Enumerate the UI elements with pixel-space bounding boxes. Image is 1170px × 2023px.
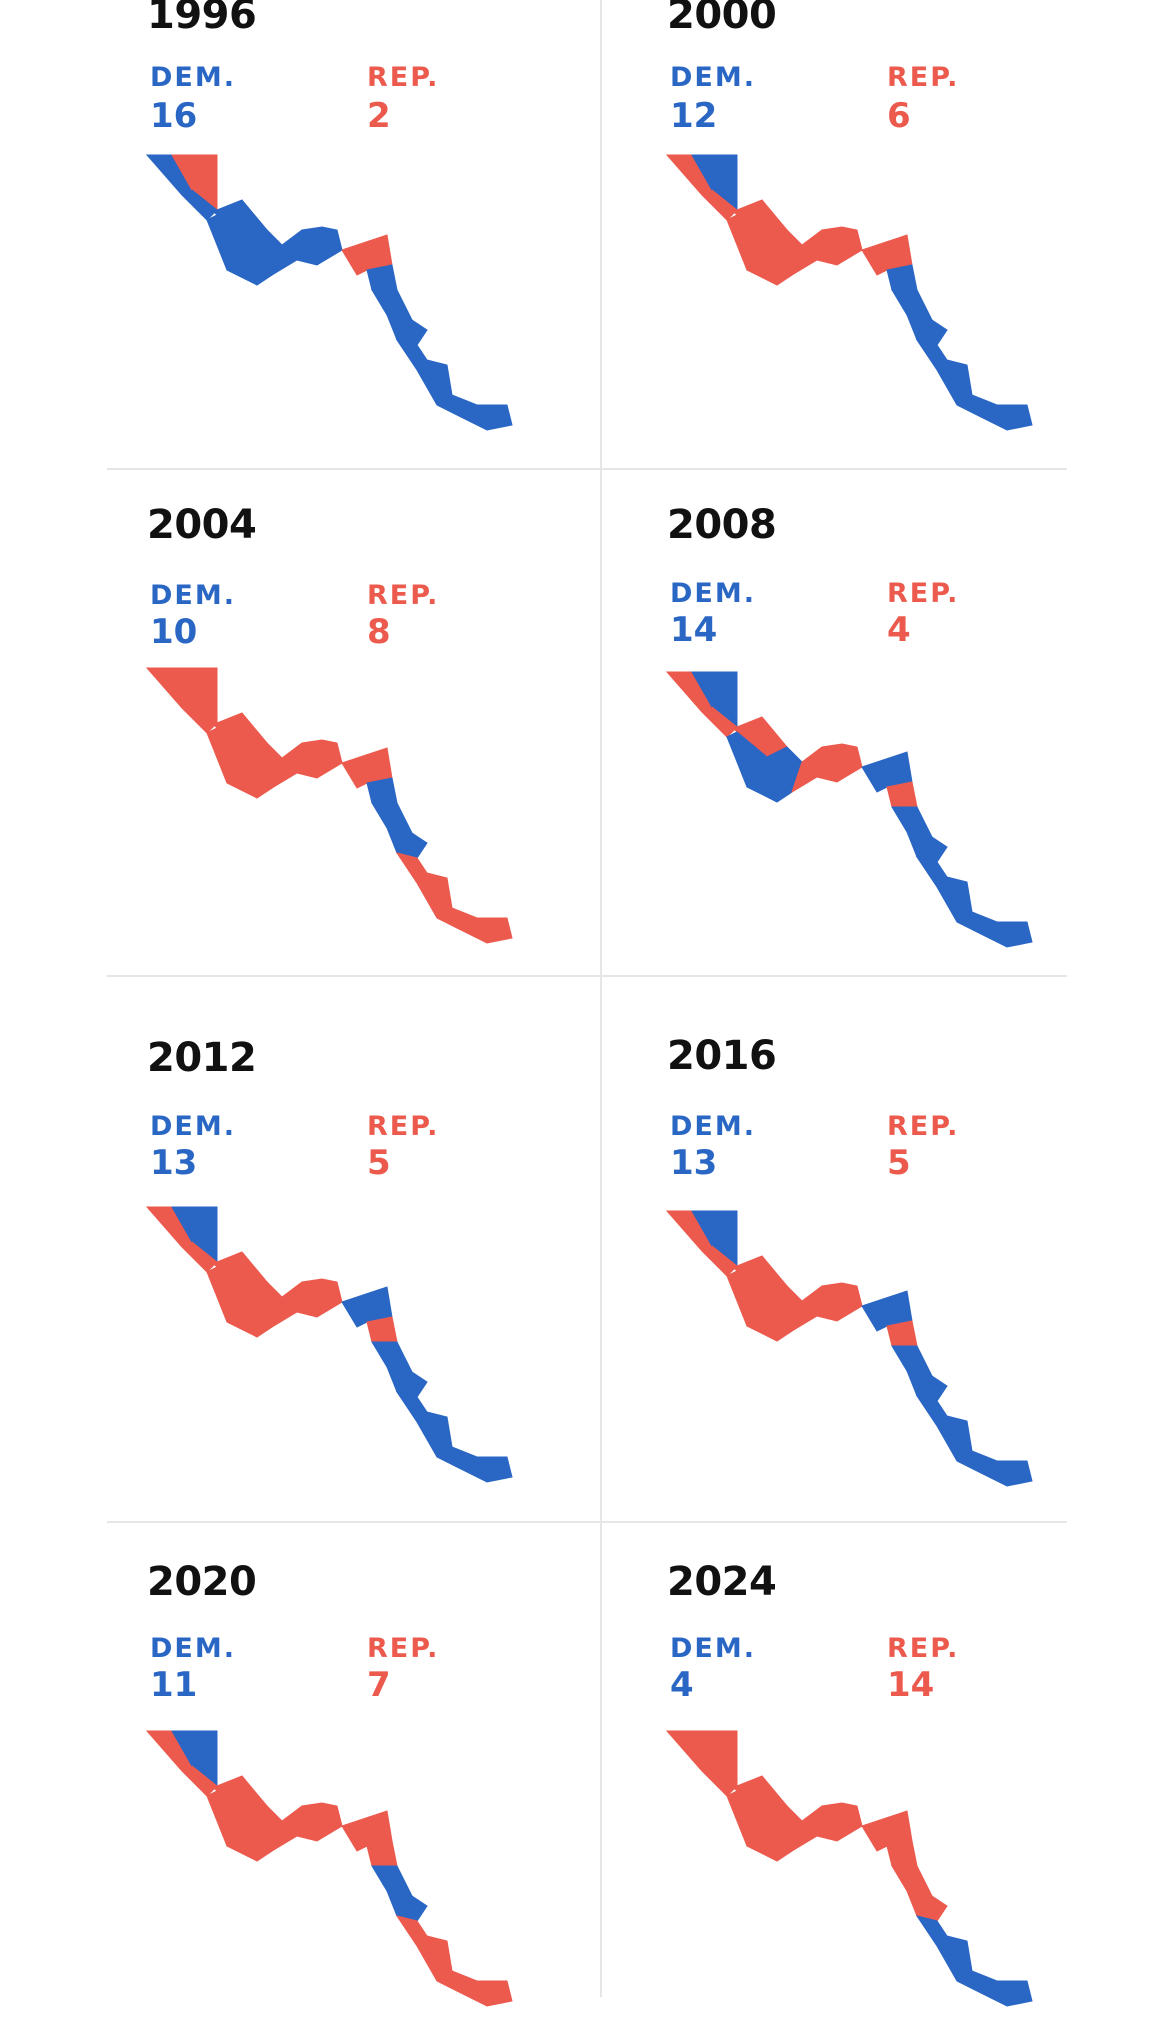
dem-count: 4 bbox=[670, 1665, 694, 1705]
district-region bbox=[891, 289, 948, 346]
dem-count: 13 bbox=[670, 1143, 718, 1183]
dem-label: DEM. bbox=[670, 578, 756, 609]
year-panel: 2000 DEM. REP. 12 6 bbox=[627, 0, 1107, 500]
district-region bbox=[366, 1316, 398, 1343]
district-region bbox=[271, 739, 343, 790]
column-divider bbox=[600, 0, 602, 1997]
dem-count: 12 bbox=[670, 96, 718, 136]
district-map bbox=[145, 1206, 513, 1483]
results-grid bbox=[107, 0, 1067, 1997]
dem-label: DEM. bbox=[670, 1111, 756, 1142]
district-region bbox=[891, 1865, 948, 1922]
row-divider bbox=[107, 975, 1067, 977]
rep-label: REP. bbox=[887, 1111, 960, 1142]
year-panel: 2004 DEM. REP. 10 8 bbox=[107, 470, 587, 970]
dem-count: 13 bbox=[150, 1143, 198, 1183]
dem-count: 11 bbox=[150, 1665, 198, 1705]
district-region bbox=[395, 852, 513, 944]
dem-label: DEM. bbox=[150, 62, 236, 93]
district-region bbox=[395, 1915, 513, 2007]
rep-count: 8 bbox=[367, 612, 391, 652]
district-region bbox=[366, 264, 398, 291]
panel-year: 2020 bbox=[147, 1559, 257, 1605]
district-region bbox=[371, 1341, 428, 1398]
district-region bbox=[791, 1282, 863, 1333]
district-region bbox=[915, 1395, 1033, 1487]
district-region bbox=[371, 1865, 428, 1922]
year-panel: 2024 DEM. REP. 4 14 bbox=[627, 1523, 1107, 2023]
row-divider bbox=[107, 1521, 1067, 1523]
district-map bbox=[665, 671, 1033, 948]
rep-count: 2 bbox=[367, 96, 391, 136]
district-region bbox=[791, 1802, 863, 1853]
rep-count: 5 bbox=[367, 1143, 391, 1183]
district-region bbox=[366, 777, 398, 804]
panel-year: 2012 bbox=[147, 1035, 257, 1081]
dem-label: DEM. bbox=[670, 1633, 756, 1664]
panel-year: 2016 bbox=[667, 1033, 777, 1079]
panel-year: 2024 bbox=[667, 1559, 777, 1605]
rep-count: 6 bbox=[887, 96, 911, 136]
year-panel: 2008 DEM. REP. 14 4 bbox=[627, 470, 1107, 970]
year-panel: 1996 DEM. REP. 16 2 bbox=[107, 0, 587, 500]
district-region bbox=[371, 289, 428, 346]
year-panel: 2012 DEM. REP. 13 5 bbox=[107, 977, 587, 1483]
district-region bbox=[915, 856, 1033, 948]
district-region bbox=[791, 226, 863, 277]
district-region bbox=[915, 1915, 1033, 2007]
district-map bbox=[145, 667, 513, 944]
rep-label: REP. bbox=[367, 580, 440, 611]
district-region bbox=[886, 264, 918, 291]
panel-year: 1996 bbox=[147, 0, 257, 38]
district-region bbox=[395, 339, 513, 431]
year-panel: 2020 DEM. REP. 11 7 bbox=[107, 1523, 587, 2023]
panel-year: 2000 bbox=[667, 0, 777, 38]
panel-year: 2004 bbox=[147, 502, 257, 548]
dem-label: DEM. bbox=[150, 1633, 236, 1664]
district-map bbox=[145, 154, 513, 431]
district-region bbox=[371, 802, 428, 859]
district-map bbox=[665, 154, 1033, 431]
district-map bbox=[665, 1210, 1033, 1487]
district-region bbox=[366, 1840, 398, 1867]
rep-count: 5 bbox=[887, 1143, 911, 1183]
district-map bbox=[145, 1730, 513, 2007]
rep-label: REP. bbox=[887, 1633, 960, 1664]
dem-label: DEM. bbox=[150, 1111, 236, 1142]
dem-label: DEM. bbox=[150, 580, 236, 611]
rep-label: REP. bbox=[367, 1111, 440, 1142]
district-region bbox=[271, 1802, 343, 1853]
rep-label: REP. bbox=[887, 578, 960, 609]
dem-label: DEM. bbox=[670, 62, 756, 93]
district-region bbox=[271, 1278, 343, 1329]
district-region bbox=[886, 1320, 918, 1347]
rep-count: 14 bbox=[887, 1665, 935, 1705]
rep-label: REP. bbox=[367, 1633, 440, 1664]
rep-count: 7 bbox=[367, 1665, 391, 1705]
rep-label: REP. bbox=[367, 62, 440, 93]
district-region bbox=[791, 743, 863, 794]
district-region bbox=[886, 1840, 918, 1867]
district-region bbox=[395, 1391, 513, 1483]
dem-count: 14 bbox=[670, 610, 718, 650]
district-region bbox=[886, 781, 918, 808]
district-region bbox=[271, 226, 343, 277]
rep-count: 4 bbox=[887, 610, 911, 650]
district-region bbox=[891, 1345, 948, 1402]
dem-count: 10 bbox=[150, 612, 198, 652]
dem-count: 16 bbox=[150, 96, 198, 136]
panel-year: 2008 bbox=[667, 502, 777, 548]
rep-label: REP. bbox=[887, 62, 960, 93]
year-panel: 2016 DEM. REP. 13 5 bbox=[627, 977, 1107, 1487]
district-region bbox=[891, 806, 948, 863]
district-map bbox=[665, 1730, 1033, 2007]
row-divider bbox=[107, 468, 1067, 470]
district-region bbox=[915, 339, 1033, 431]
